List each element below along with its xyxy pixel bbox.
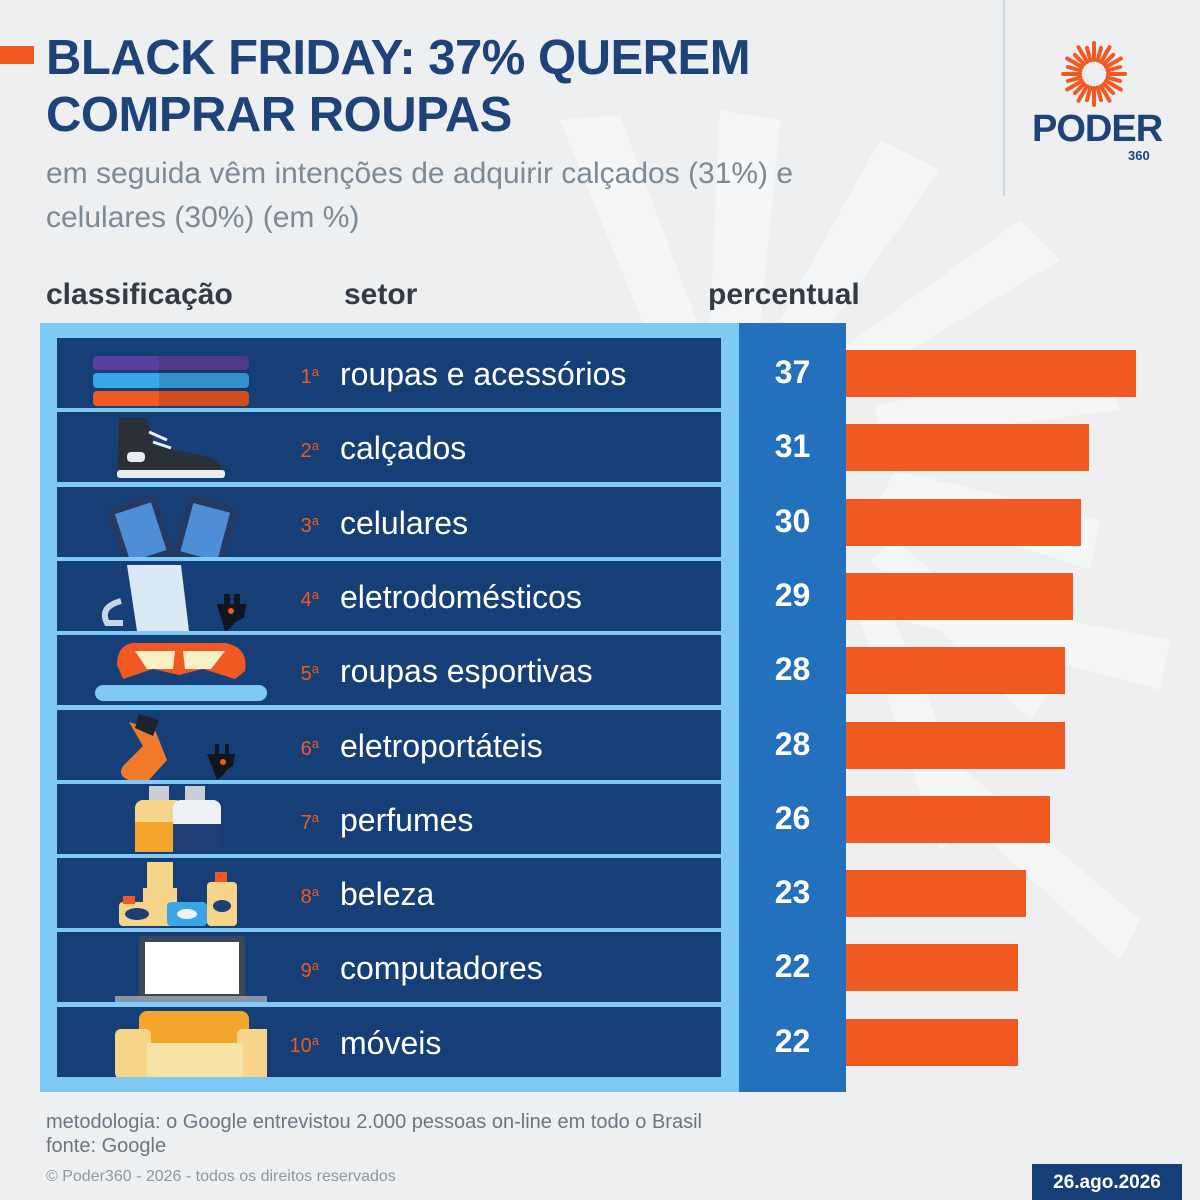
table-row: 7a perfumes xyxy=(57,783,721,854)
table-row: 3a celulares xyxy=(57,486,721,571)
sector-label: eletrodomésticos xyxy=(340,578,582,615)
rank-label: 8a xyxy=(300,884,319,909)
methodology-note: metodologia: o Google entrevistou 2.000 … xyxy=(46,1111,702,1133)
subtitle-line-2: celulares (30%) (em %) xyxy=(46,201,360,234)
percent-column xyxy=(739,323,846,1092)
rank-label: 4a xyxy=(300,586,319,611)
rank-label: 6a xyxy=(300,735,319,760)
data-label: 28 xyxy=(774,725,811,762)
table-row: 2a calçados xyxy=(57,412,721,483)
table-row: 5a roupas esportivas xyxy=(57,635,721,706)
subtitle-line-1: em seguida vêm intenções de adquirir cal… xyxy=(46,157,794,190)
table-row: 10a móveis xyxy=(57,1006,721,1079)
logo-word: PODER xyxy=(1032,108,1163,150)
title-accent-bar xyxy=(0,46,34,64)
data-label: 29 xyxy=(774,576,811,613)
sector-label: eletroportáteis xyxy=(340,727,543,764)
data-label: 37 xyxy=(774,354,811,390)
header-divider xyxy=(1003,0,1005,196)
column-header-rank: classificação xyxy=(46,278,233,311)
sneaker-icon xyxy=(77,412,267,482)
bar xyxy=(846,944,1018,992)
sun-logo-icon xyxy=(1061,41,1127,107)
column-header-sector: setor xyxy=(344,278,418,311)
bar xyxy=(846,795,1050,843)
perfume-bottles-icon xyxy=(77,784,267,854)
data-label: 23 xyxy=(774,874,811,911)
data-label: 22 xyxy=(774,948,811,985)
table-row: 8a beleza xyxy=(57,858,721,929)
phones-icon xyxy=(77,487,267,571)
data-label: 26 xyxy=(774,799,811,836)
computer-monitor-icon xyxy=(77,932,271,1003)
rank-label: 10a xyxy=(289,1032,319,1057)
date-badge: 26.ago.2026 xyxy=(1032,1164,1182,1200)
goggles-icon xyxy=(77,635,267,705)
poder360-logo: PODER 360 xyxy=(1022,40,1172,170)
rank-label: 9a xyxy=(300,958,319,983)
hairdryer-icon xyxy=(77,710,267,780)
bar xyxy=(846,870,1026,918)
rank-label: 7a xyxy=(300,809,319,834)
sector-label: roupas e acessórios xyxy=(340,356,627,392)
rank-label: 1a xyxy=(300,364,319,388)
title-line-2: COMPRAR ROUPAS xyxy=(46,88,512,142)
table-row: 9a computadores xyxy=(57,932,721,1003)
data-label: 22 xyxy=(774,1022,811,1059)
data-label: 30 xyxy=(774,502,811,539)
data-label: 31 xyxy=(774,428,811,465)
sector-label: calçados xyxy=(340,430,467,467)
sector-label: beleza xyxy=(340,876,435,913)
data-label: 28 xyxy=(774,651,811,688)
rank-label: 3a xyxy=(300,512,319,537)
logo-number: 360 xyxy=(1128,148,1150,163)
table-row: 4a eletrodomésticos xyxy=(57,560,721,632)
bar xyxy=(846,498,1081,546)
clothes-stack-icon xyxy=(77,338,267,408)
table-row: 6a eletroportáteis xyxy=(57,709,721,780)
rank-label: 2a xyxy=(300,438,319,463)
bar xyxy=(846,647,1065,695)
bar xyxy=(846,721,1065,769)
page-title: BLACK FRIDAY: 37% QUEREM COMPRAR ROUPAS xyxy=(46,30,946,144)
sofa-icon xyxy=(77,1007,273,1079)
title-line-1: BLACK FRIDAY: 37% QUEREM xyxy=(46,31,751,85)
beauty-products-icon xyxy=(77,858,267,928)
table-row: 1a roupas e acessórios xyxy=(57,338,721,408)
sector-label: móveis xyxy=(340,1024,442,1061)
column-header-percent: percentual xyxy=(708,278,860,311)
blender-icon xyxy=(77,561,267,632)
source-note: fonte: Google xyxy=(46,1135,167,1157)
copyright: © Poder360 - 2026 - todos os direitos re… xyxy=(46,1168,396,1185)
bar xyxy=(846,1018,1018,1066)
sector-label: computadores xyxy=(340,950,543,987)
page-subtitle: em seguida vêm intenções de adquirir cal… xyxy=(46,152,946,240)
bar xyxy=(846,424,1089,472)
sector-label: celulares xyxy=(340,504,469,541)
rank-label: 5a xyxy=(300,661,319,686)
sector-label: perfumes xyxy=(340,801,474,838)
bar xyxy=(846,572,1073,620)
sector-label: roupas esportivas xyxy=(340,653,593,690)
bar xyxy=(846,350,1136,397)
